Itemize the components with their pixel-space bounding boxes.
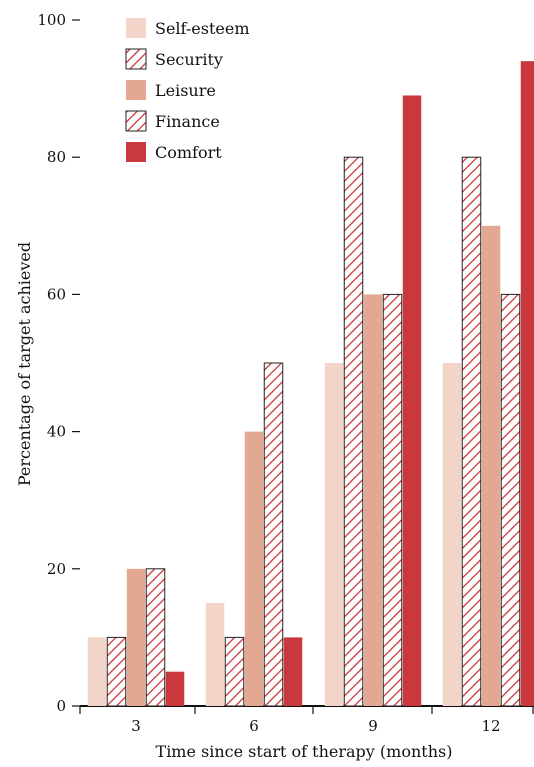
bar-leisure-9: [363, 294, 383, 706]
y-axis-title: Percentage of target achieved: [15, 242, 34, 486]
bar-comfort-6: [283, 637, 303, 706]
bar-leisure-6: [244, 431, 264, 706]
bar-finance-12: [500, 293, 521, 707]
bar-self-esteem-12: [442, 363, 462, 706]
bar-finance-9: [382, 293, 403, 707]
legend-label: Comfort: [155, 143, 222, 162]
x-tick-label: 3: [131, 717, 141, 735]
bar-leisure-3: [126, 568, 146, 706]
y-axis: 0 20 40 60 80 100: [37, 11, 80, 715]
bar-security-3: [106, 636, 127, 707]
bars: [87, 61, 534, 707]
bar-finance-3: [145, 568, 166, 707]
legend-swatch-security: [125, 48, 147, 70]
bar-comfort-3: [165, 671, 185, 706]
x-tick-label: 9: [368, 717, 378, 735]
legend: Self-esteem Security Leisure Finance Comfort: [125, 18, 250, 162]
bar-security-9: [343, 156, 364, 707]
legend-swatch-comfort: [126, 142, 146, 162]
bar-self-esteem-9: [324, 363, 344, 706]
bar-security-12: [461, 156, 482, 707]
legend-label: Self-esteem: [155, 19, 250, 38]
legend-swatch-leisure: [126, 80, 146, 100]
y-tick-label: 100: [37, 11, 66, 29]
bar-leisure-12: [481, 225, 501, 707]
bar-comfort-12: [520, 61, 534, 707]
bar-comfort-9: [402, 95, 422, 706]
x-tick-label: 6: [249, 717, 259, 735]
x-axis-title: Time since start of therapy (months): [156, 742, 453, 761]
legend-swatch-self-esteem: [126, 18, 146, 38]
bar-self-esteem-6: [205, 603, 225, 706]
bar-finance-6: [263, 362, 284, 707]
legend-swatch-finance: [125, 110, 147, 132]
y-tick-label: 60: [47, 285, 66, 303]
y-tick-label: 80: [47, 148, 66, 166]
y-tick-label: 20: [47, 560, 66, 578]
legend-label: Leisure: [155, 81, 216, 100]
y-tick-label: 0: [56, 697, 66, 715]
y-tick-label: 40: [47, 423, 66, 441]
x-tick-label: 12: [481, 717, 500, 735]
bar-security-6: [224, 636, 245, 707]
bar-self-esteem-3: [87, 637, 107, 706]
legend-label: Security: [155, 50, 223, 69]
legend-label: Finance: [155, 112, 220, 131]
